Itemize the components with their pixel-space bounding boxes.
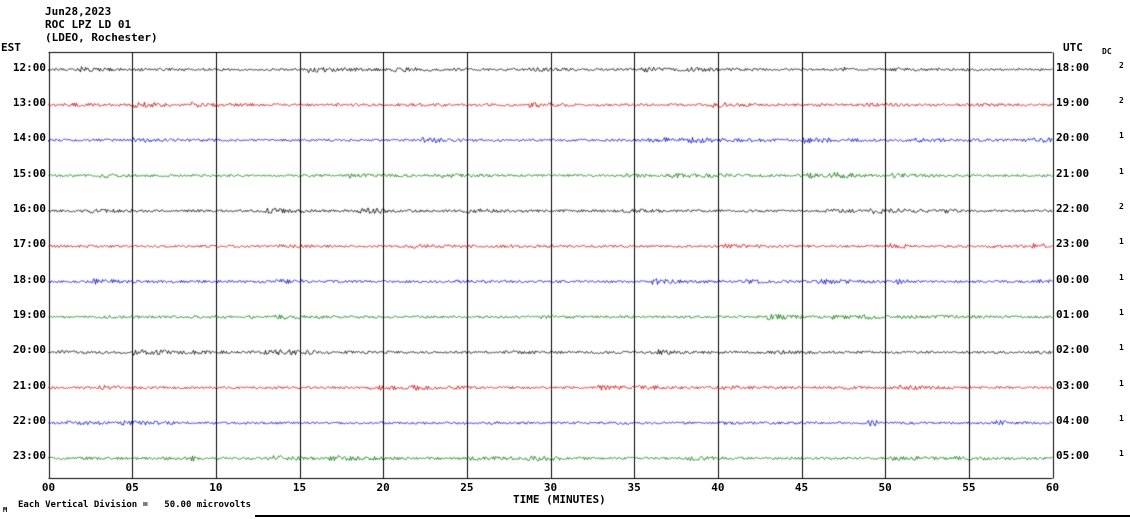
x-tick-label: 45 <box>794 481 809 494</box>
row-dc-value: 1 <box>1119 414 1124 423</box>
x-tick-label: 55 <box>962 481 976 494</box>
x-tick-label: 20 <box>376 481 390 494</box>
row-utc-time: 05:00 <box>1056 449 1090 463</box>
row-utc-time: 04:00 <box>1056 414 1090 427</box>
header-station: ROC LPZ LD 01 <box>45 18 132 31</box>
row-utc-time: 22:00 <box>1056 201 1090 215</box>
row-dc-value: 1 <box>1119 166 1124 176</box>
scale-note: Each Vertical Division = 50.00 microvolt… <box>18 500 251 510</box>
footer-mark: M <box>3 506 8 514</box>
row-dc-value: 1 <box>1119 378 1124 388</box>
row-est-time: 14:00 <box>12 131 46 145</box>
row-est-time: 16:00 <box>12 201 46 215</box>
row-dc-value: 2 <box>1119 60 1124 70</box>
left-timezone-label: EST <box>1 41 21 54</box>
x-tick-label: 40 <box>711 481 725 494</box>
x-tick-label: 00 <box>41 481 56 494</box>
header-date: Jun28,2023 <box>45 5 112 18</box>
right-timezone-label: UTC <box>1063 41 1083 54</box>
x-tick-label: 15 <box>292 481 307 494</box>
row-utc-time: 03:00 <box>1056 378 1090 392</box>
row-est-time: 19:00 <box>12 307 46 321</box>
row-est-time: 13:00 <box>12 95 46 109</box>
row-est-time: 12:00 <box>12 60 46 74</box>
row-est-time: 21:00 <box>12 378 46 392</box>
row-dc-value: 1 <box>1119 237 1124 247</box>
x-tick-label: 30 <box>543 481 558 494</box>
row-est-time: 15:00 <box>12 166 46 180</box>
row-utc-time: 18:00 <box>1056 60 1090 74</box>
row-utc-time: 21:00 <box>1056 166 1090 180</box>
row-est-time: 17:00 <box>12 237 46 251</box>
row-utc-time: 02:00 <box>1056 343 1090 357</box>
x-tick-label: 50 <box>878 481 892 494</box>
row-dc-value: 1 <box>1119 307 1124 317</box>
row-utc-time: 19:00 <box>1056 95 1090 109</box>
row-est-time: 22:00 <box>12 414 46 427</box>
row-dc-value: 1 <box>1119 449 1124 459</box>
x-tick-label: 25 <box>460 481 474 494</box>
x-axis-title: TIME (MINUTES) <box>513 493 606 506</box>
row-dc-value: 2 <box>1119 201 1124 211</box>
row-dc-value: 1 <box>1119 343 1124 353</box>
x-tick-label: 10 <box>209 481 223 494</box>
row-est-time: 23:00 <box>12 449 46 463</box>
dc-column-label: DC <box>1102 47 1112 56</box>
x-tick-label: 35 <box>627 481 641 494</box>
row-dc-value: 1 <box>1119 131 1124 141</box>
header-location: (LDEO, Rochester) <box>45 31 158 44</box>
row-utc-time: 00:00 <box>1056 272 1090 286</box>
row-est-time: 18:00 <box>12 272 46 286</box>
row-utc-time: 23:00 <box>1056 237 1090 251</box>
row-utc-time: 01:00 <box>1056 307 1090 321</box>
row-utc-time: 20:00 <box>1056 131 1090 145</box>
bottom-rule <box>255 515 1130 517</box>
row-dc-value: 2 <box>1119 95 1124 105</box>
x-tick-label: 05 <box>125 481 139 494</box>
row-dc-value: 1 <box>1119 272 1124 282</box>
row-est-time: 20:00 <box>12 343 46 357</box>
x-tick-label: 60 <box>1045 481 1060 494</box>
